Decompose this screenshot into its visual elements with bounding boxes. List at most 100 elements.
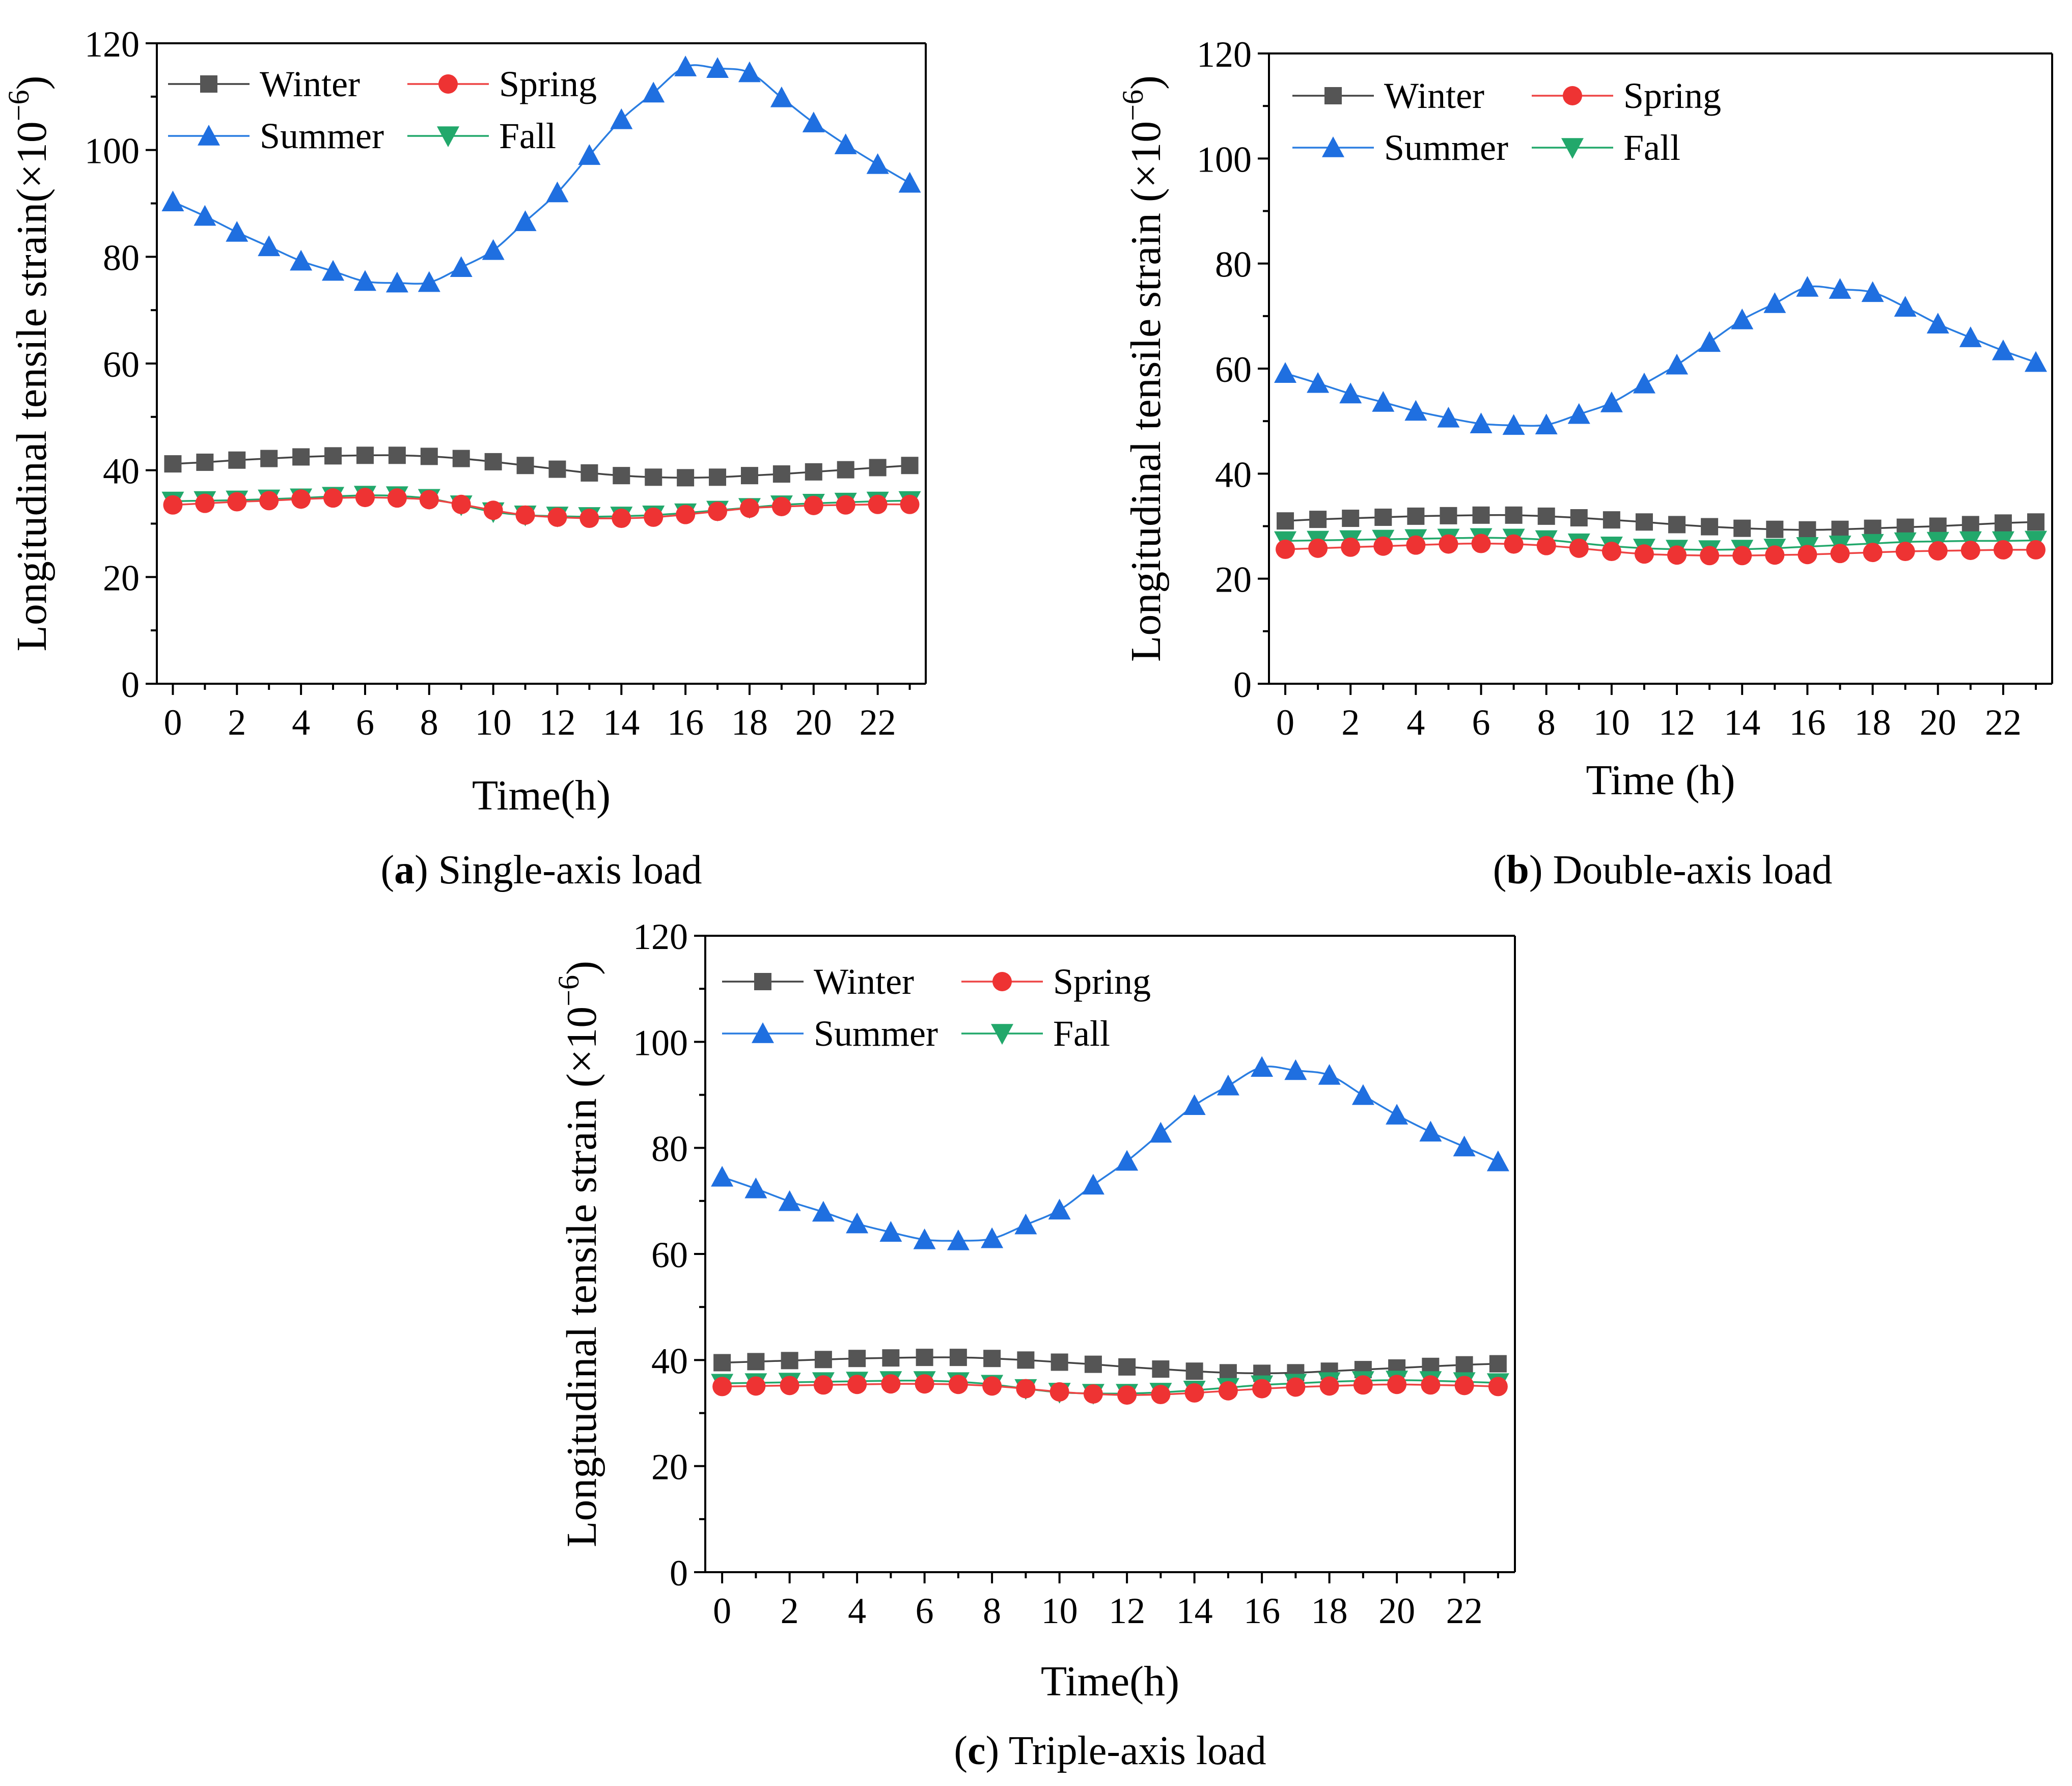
series-line-fall bbox=[722, 1379, 1498, 1394]
point-summer bbox=[1386, 1104, 1408, 1125]
point-summer bbox=[1666, 353, 1689, 375]
legend-label-winter: Winter bbox=[814, 961, 914, 1002]
point-winter bbox=[805, 463, 822, 481]
point-winter bbox=[260, 450, 278, 467]
caption-b: (b) Double-axis load bbox=[1493, 848, 1833, 892]
point-spring bbox=[1732, 546, 1752, 566]
legend-label-fall: Fall bbox=[1623, 127, 1680, 168]
x-tick-label: 2 bbox=[1341, 702, 1360, 743]
point-spring bbox=[746, 1376, 766, 1396]
point-summer bbox=[1698, 331, 1721, 352]
point-spring bbox=[644, 507, 664, 527]
point-winter bbox=[1766, 520, 1784, 538]
point-winter bbox=[1185, 1362, 1203, 1380]
x-tick-label: 18 bbox=[1855, 702, 1891, 743]
point-summer bbox=[290, 249, 313, 271]
point-winter bbox=[1962, 516, 1979, 534]
legend-marker-spring bbox=[992, 972, 1012, 991]
point-winter bbox=[1455, 1356, 1473, 1374]
point-spring bbox=[1286, 1377, 1306, 1397]
point-spring bbox=[771, 496, 791, 516]
point-summer bbox=[981, 1227, 1004, 1248]
point-summer bbox=[706, 57, 729, 78]
legend-label-fall: Fall bbox=[499, 116, 556, 156]
point-spring bbox=[676, 505, 696, 524]
point-spring bbox=[739, 498, 759, 518]
point-summer bbox=[1014, 1213, 1037, 1235]
x-tick-label: 22 bbox=[1985, 702, 2022, 743]
x-tick-label: 6 bbox=[1472, 702, 1490, 743]
x-tick-label: 10 bbox=[1041, 1590, 1078, 1631]
legend-label-fall: Fall bbox=[1053, 1013, 1110, 1054]
y-tick-label: 80 bbox=[103, 237, 140, 278]
y-tick-label: 20 bbox=[1215, 560, 1252, 600]
point-winter bbox=[747, 1353, 765, 1371]
point-spring bbox=[1387, 1375, 1407, 1394]
y-tick-label: 60 bbox=[651, 1235, 688, 1275]
point-summer bbox=[738, 61, 761, 82]
x-tick-label: 14 bbox=[603, 702, 640, 743]
y-tick-label: 60 bbox=[103, 344, 140, 385]
series-spring bbox=[1276, 534, 2046, 566]
point-spring bbox=[163, 495, 183, 515]
legend-label-spring: Spring bbox=[1053, 961, 1151, 1002]
point-summer bbox=[1486, 1150, 1509, 1171]
y-tick-label: 40 bbox=[651, 1341, 688, 1381]
point-spring bbox=[1488, 1377, 1508, 1397]
point-spring bbox=[547, 507, 567, 527]
point-summer bbox=[879, 1221, 902, 1242]
point-winter bbox=[1017, 1351, 1035, 1369]
point-winter bbox=[420, 448, 438, 465]
point-summer bbox=[450, 256, 473, 277]
point-spring bbox=[1373, 536, 1393, 556]
x-tick-label: 20 bbox=[1378, 1590, 1415, 1631]
x-axis-title: Time (h) bbox=[1586, 757, 1735, 804]
series-line-fall bbox=[1285, 537, 2036, 551]
x-axis-title: Time(h) bbox=[472, 772, 611, 819]
point-spring bbox=[387, 488, 407, 508]
x-tick-label: 20 bbox=[1920, 702, 1956, 743]
point-winter bbox=[709, 468, 727, 486]
point-summer bbox=[546, 181, 569, 203]
point-spring bbox=[1439, 534, 1458, 554]
point-summer bbox=[514, 210, 537, 231]
point-summer bbox=[385, 271, 408, 293]
y-axis-title: Longitudinal tensile strain (×10−6) bbox=[552, 961, 605, 1547]
point-spring bbox=[1895, 542, 1915, 562]
point-summer bbox=[1437, 406, 1460, 428]
point-summer bbox=[258, 235, 281, 257]
point-winter bbox=[713, 1354, 731, 1372]
point-spring bbox=[1049, 1382, 1069, 1402]
point-winter bbox=[484, 453, 502, 470]
y-tick-label: 100 bbox=[1197, 139, 1252, 180]
point-winter bbox=[1733, 519, 1751, 537]
series-winter bbox=[164, 446, 919, 487]
chart-c: 0 20 40 60 80 100 120 0 2 4 6 8 10 12 14 16 18 20 22 Time(h… bbox=[552, 916, 1516, 1773]
x-tick-label: 0 bbox=[1276, 702, 1294, 743]
point-winter bbox=[1489, 1355, 1507, 1373]
point-spring bbox=[1184, 1383, 1204, 1403]
legend-label-winter: Winter bbox=[1384, 75, 1484, 116]
point-spring bbox=[1634, 544, 1654, 564]
chart-a: 0 20 40 60 80 100 120 0 2 4 6 8 10 12 14 16 18 20 22 Time(h… bbox=[2, 24, 927, 892]
series-line-winter bbox=[173, 454, 910, 479]
legend-label-summer: Summer bbox=[1384, 127, 1508, 168]
point-spring bbox=[1083, 1384, 1103, 1404]
y-tick-label: 100 bbox=[85, 131, 140, 172]
x-tick-label: 16 bbox=[667, 702, 704, 743]
x-tick-label: 2 bbox=[781, 1590, 799, 1631]
point-spring bbox=[451, 494, 471, 514]
point-summer bbox=[913, 1228, 936, 1249]
legend-marker-summer bbox=[752, 1022, 774, 1043]
y-tick-label: 80 bbox=[651, 1129, 688, 1169]
point-winter bbox=[1440, 507, 1457, 524]
chart-b: 0 20 40 60 80 100 120 0 2 4 6 8 10 12 14 16 18 20 22 Time (… bbox=[1116, 34, 2053, 892]
point-summer bbox=[1318, 1064, 1341, 1085]
point-spring bbox=[355, 488, 375, 508]
point-winter bbox=[164, 455, 182, 473]
x-tick-label: 16 bbox=[1789, 702, 1826, 743]
point-summer bbox=[866, 153, 889, 174]
x-tick-label: 6 bbox=[356, 702, 374, 743]
